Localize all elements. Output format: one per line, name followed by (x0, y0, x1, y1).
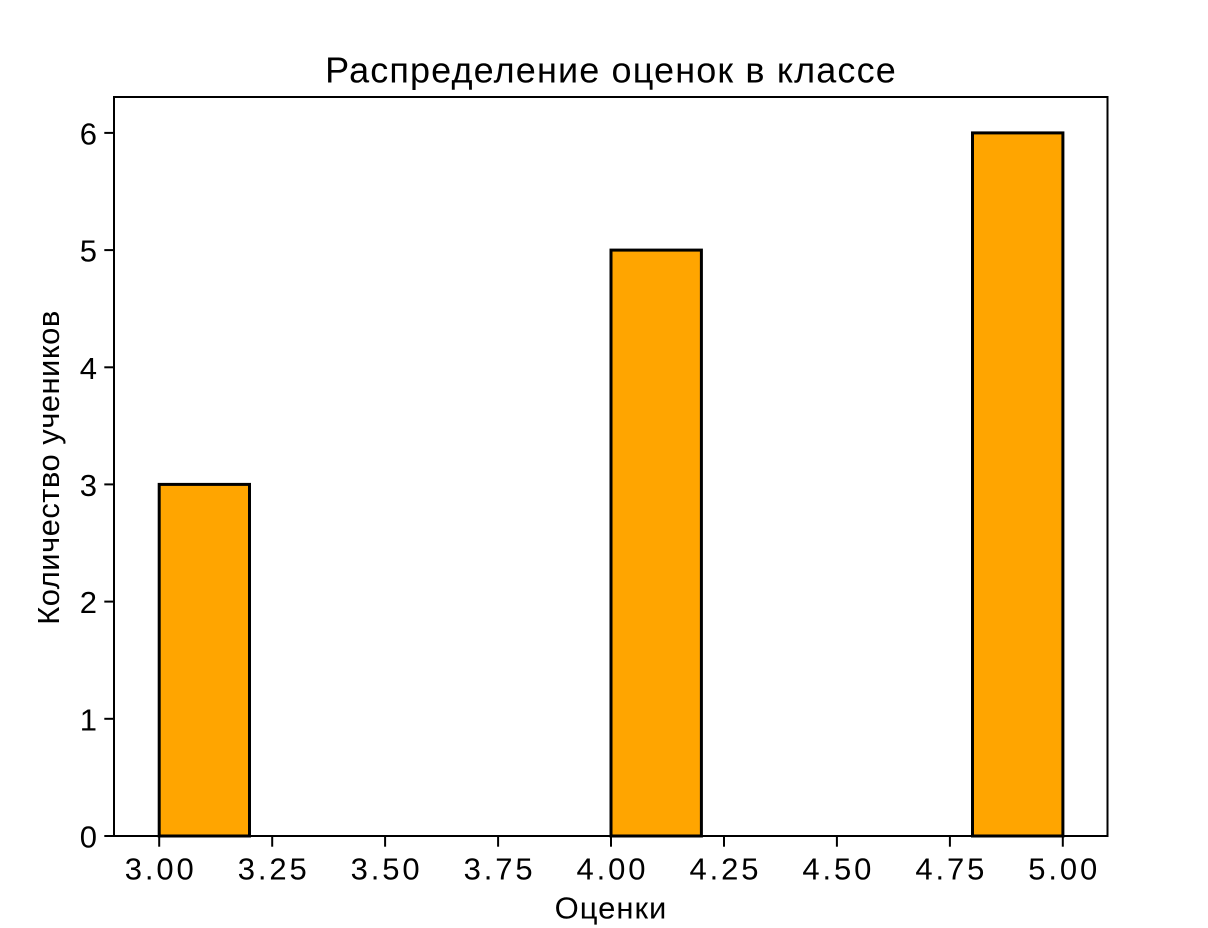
svg-text:3.75: 3.75 (464, 852, 533, 887)
svg-text:3: 3 (80, 468, 97, 503)
svg-text:3.00: 3.00 (125, 852, 194, 887)
svg-text:Количество учеников: Количество учеников (31, 310, 66, 625)
svg-text:6: 6 (80, 117, 97, 152)
svg-text:0: 0 (80, 820, 97, 855)
svg-text:Распределение оценок в классе: Распределение оценок в классе (325, 50, 897, 91)
svg-text:4.25: 4.25 (690, 852, 759, 887)
svg-text:3.25: 3.25 (238, 852, 307, 887)
svg-text:4: 4 (80, 351, 97, 386)
svg-text:5.00: 5.00 (1028, 852, 1097, 887)
svg-text:4.50: 4.50 (802, 852, 871, 887)
svg-text:Оценки: Оценки (555, 891, 668, 926)
svg-text:2: 2 (80, 585, 97, 620)
svg-text:1: 1 (80, 702, 97, 737)
svg-text:5: 5 (80, 234, 97, 269)
svg-text:4.75: 4.75 (915, 852, 984, 887)
svg-text:3.50: 3.50 (351, 852, 420, 887)
svg-text:4.00: 4.00 (577, 852, 646, 887)
